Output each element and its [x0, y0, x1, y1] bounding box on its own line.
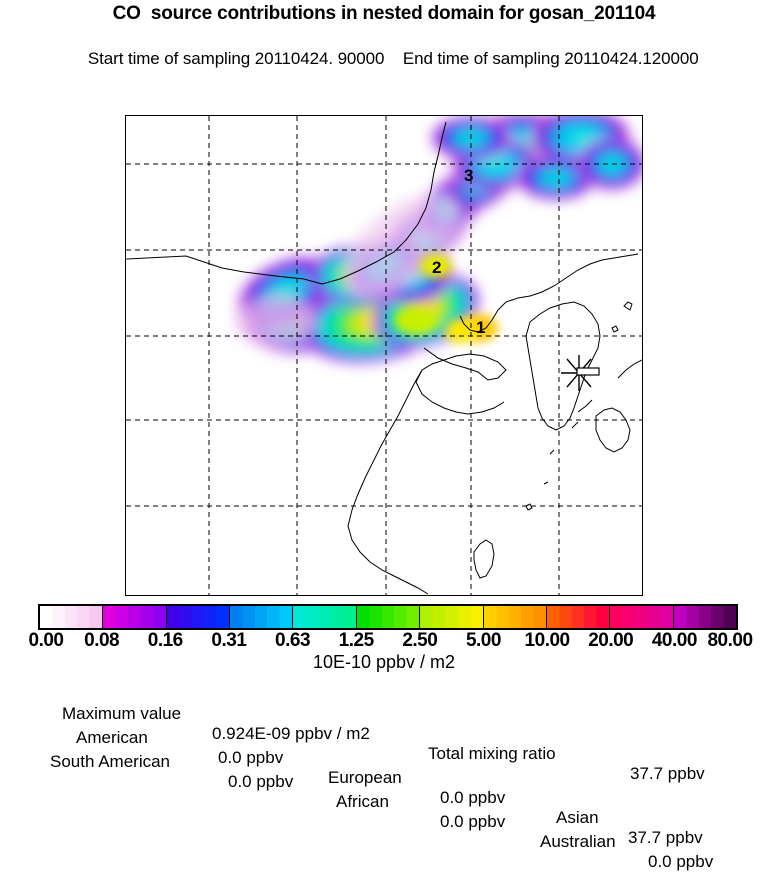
- region-african-value: 0.0 ppbv: [440, 812, 506, 831]
- colorbar-tick-9: 20.00: [588, 630, 634, 651]
- region-european-label: European: [328, 768, 402, 787]
- colorbar-tick-labels: 0.00 0.08 0.16 0.31 0.63 1.25 2.50 5.00 10.00 20.…: [0, 630, 768, 654]
- colorbar-band-9: [610, 606, 674, 628]
- colorbar-band-2: [166, 606, 231, 628]
- colorbar-tick-6: 2.50: [402, 630, 438, 651]
- region-american-label: American: [76, 728, 148, 747]
- stats-row-summary: Maximum value 0.924E-09 ppbv / m2 Total …: [0, 684, 768, 783]
- region-australian-value: 0.0 ppbv: [648, 852, 714, 871]
- colorbar: [38, 604, 738, 630]
- map-gridlines: [126, 116, 642, 595]
- trajectory-marker-2: 2: [432, 258, 441, 277]
- coastlines: [126, 121, 642, 595]
- map-plot-panel: 1 2 3: [125, 115, 643, 596]
- colorbar-band-0: [40, 606, 104, 628]
- colorbar-band-3: [230, 606, 294, 628]
- colorbar-tick-2: 0.16: [147, 630, 183, 651]
- region-european-value: 0.0 ppbv: [440, 788, 506, 807]
- colorbar-band-10: [673, 606, 736, 628]
- colorbar-tick-10: 40.00: [651, 630, 698, 651]
- colorbar-tick-7: 5.00: [465, 630, 501, 651]
- colorbar-tick-8: 10.00: [524, 630, 571, 651]
- colorbar-band-5: [356, 606, 421, 628]
- start-time-label: Start time of sampling: [87, 49, 251, 68]
- trajectory-marker-1: 1: [476, 318, 485, 337]
- page-title: CO source contributions in nested domain…: [112, 3, 656, 24]
- colorbar-axis-label: 10E-10 ppbv / m2: [312, 652, 456, 672]
- map-canvas: 1 2 3: [126, 116, 642, 595]
- colorbar-band-8: [546, 606, 611, 628]
- colorbar-band-7: [483, 606, 547, 628]
- colorbar-band-6: [420, 606, 484, 628]
- trajectory-markers: 1 2 3: [432, 166, 485, 337]
- colorbar-tick-5: 1.25: [338, 630, 374, 651]
- colorbar-band-4: [293, 606, 357, 628]
- region-australian-label: Australian: [540, 832, 616, 851]
- region-african-label: African: [336, 792, 389, 811]
- end-time-label: End time of sampling: [402, 49, 560, 68]
- total-mixing-ratio-value: 37.7 ppbv: [630, 764, 705, 783]
- region-american-value: 0.0 ppbv: [218, 748, 284, 767]
- concentration-field: [236, 116, 642, 363]
- stats-row-regions-1: American 0.0 ppbv European 0.0 ppbv Asia…: [0, 708, 768, 847]
- region-asian-value: 37.7 ppbv: [628, 828, 703, 847]
- gosan-station-marker: [561, 355, 600, 391]
- colorbar-tick-1: 0.08: [84, 630, 120, 651]
- concentration-hot-cores: [394, 254, 498, 343]
- statistics-block: Maximum value 0.924E-09 ppbv / m2 Total …: [0, 684, 768, 871]
- max-value-label: Maximum value: [62, 704, 182, 723]
- colorbar-gradient: [38, 604, 738, 630]
- colorbar-tick-4: 0.63: [275, 630, 311, 651]
- colorbar-tick-11: 80.00: [707, 630, 753, 651]
- stats-row-regions-2: South American 0.0 ppbv African 0.0 ppbv…: [0, 732, 768, 871]
- sampling-time-row: Start time of sampling 20110424. 90000 E…: [0, 29, 768, 89]
- trajectory-marker-3: 3: [464, 166, 473, 185]
- colorbar-tick-3: 0.31: [211, 630, 247, 651]
- colorbar-band-1: [103, 606, 167, 628]
- total-mixing-ratio-label: Total mixing ratio: [428, 744, 556, 763]
- region-south-american-value: 0.0 ppbv: [228, 772, 294, 791]
- colorbar-tick-0: 0.00: [28, 630, 64, 651]
- end-time-value: 20110424.120000: [564, 49, 699, 68]
- region-south-american-label: South American: [50, 752, 171, 771]
- start-time-value: 20110424. 90000: [254, 49, 385, 68]
- max-value-value: 0.924E-09 ppbv / m2: [212, 724, 370, 743]
- region-asian-label: Asian: [556, 808, 599, 827]
